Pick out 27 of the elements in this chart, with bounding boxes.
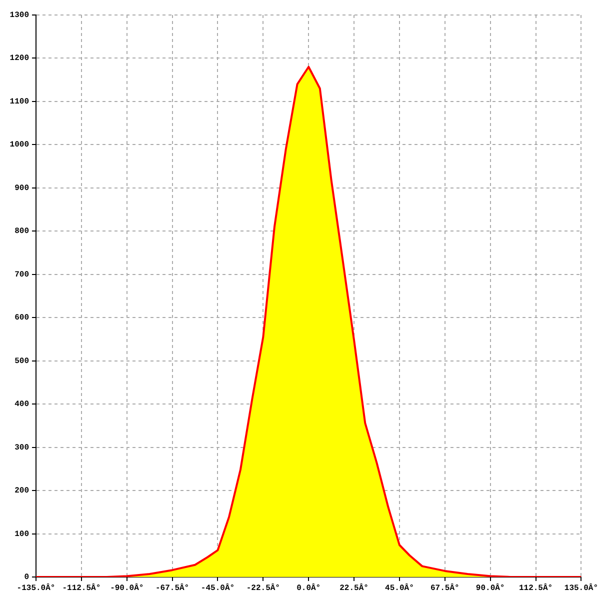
y-tick-label: 300 [14,443,30,452]
y-tick-label: 1300 [10,11,30,20]
x-tick-label: -22.5Â° [246,582,280,593]
x-tick-label: 67.5Â° [430,582,460,593]
y-tick-label: 500 [14,356,30,366]
y-tick-label: 700 [14,270,30,280]
x-tick-label: 112.5Â° [518,582,553,593]
y-tick-label: 200 [14,486,30,496]
x-tick-label: -135.0Â° [16,582,56,593]
y-tick-label: 800 [14,227,30,236]
y-tick-label: 900 [14,184,30,193]
x-tick-label: 0.0Â° [296,582,321,593]
x-tick-label: 90.0Â° [476,582,505,593]
x-tick-label: -112.5Â° [62,582,101,593]
x-tick-label: 22.5Â° [340,582,368,593]
y-tick-label: 100 [14,530,30,539]
y-tick-label: 0 [24,573,30,582]
x-tick-label: 45.0Â° [385,582,414,593]
y-tick-label: 1000 [10,140,30,150]
x-tick-label: -67.5Â° [155,582,190,593]
y-tick-label: 1200 [10,54,30,64]
y-tick-label: 600 [14,314,30,323]
x-tick-label: 135.0Â° [564,582,598,593]
y-tick-label: 400 [14,400,30,410]
x-tick-label: -90.0Â° [110,582,144,593]
x-tick-label: -45.0Â° [200,582,235,593]
y-tick-label: 1100 [10,97,30,106]
